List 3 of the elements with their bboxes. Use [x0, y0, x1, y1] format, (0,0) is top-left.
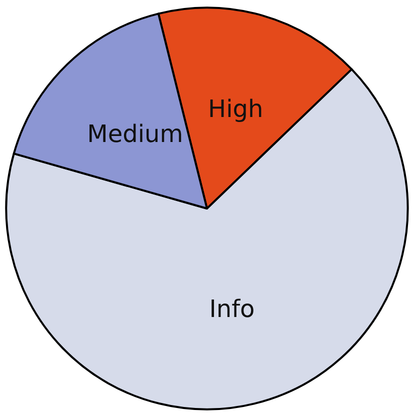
slice-label: Medium: [87, 120, 184, 148]
slice-label: Info: [209, 294, 255, 323]
slice-label: High: [208, 95, 264, 124]
